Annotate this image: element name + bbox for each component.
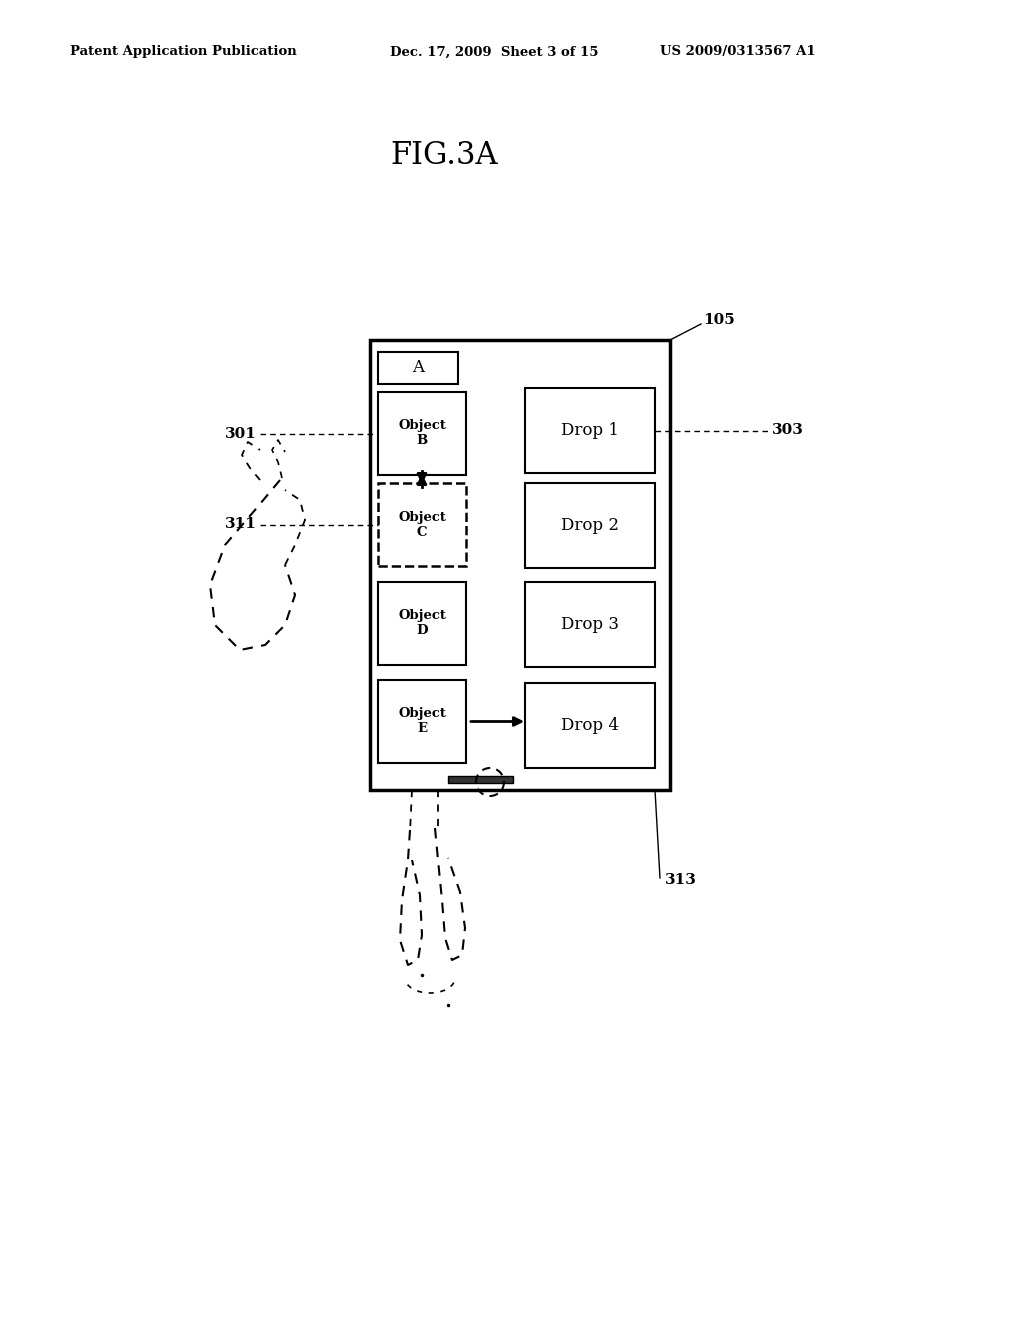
Bar [378,483,466,566]
Text: Patent Application Publication: Patent Application Publication [70,45,297,58]
Text: Object
B: Object B [398,420,445,447]
Text: Drop 2: Drop 2 [561,517,618,535]
Text: Object
D: Object D [398,610,445,638]
Text: 301: 301 [225,426,257,441]
Text: Dec. 17, 2009  Sheet 3 of 15: Dec. 17, 2009 Sheet 3 of 15 [390,45,598,58]
Text: Drop 1: Drop 1 [561,422,618,440]
Bar [378,392,466,475]
Bar [370,341,670,789]
Bar [525,388,655,473]
Text: 311: 311 [225,517,257,532]
Bar [378,582,466,665]
Text: 303: 303 [772,424,804,437]
Text: Object
E: Object E [398,708,445,735]
Bar [378,680,466,763]
Text: Object
C: Object C [398,511,445,539]
Text: Drop 3: Drop 3 [561,616,618,634]
Text: Drop 4: Drop 4 [561,717,618,734]
Text: US 2009/0313567 A1: US 2009/0313567 A1 [660,45,816,58]
Text: A: A [412,359,424,376]
Bar [525,582,655,667]
Bar [525,483,655,568]
Text: 105: 105 [703,313,735,327]
Bar [447,776,512,783]
Bar [378,352,458,384]
Text: 313: 313 [665,873,697,887]
Text: FIG.3A: FIG.3A [390,140,498,170]
Bar [525,682,655,768]
